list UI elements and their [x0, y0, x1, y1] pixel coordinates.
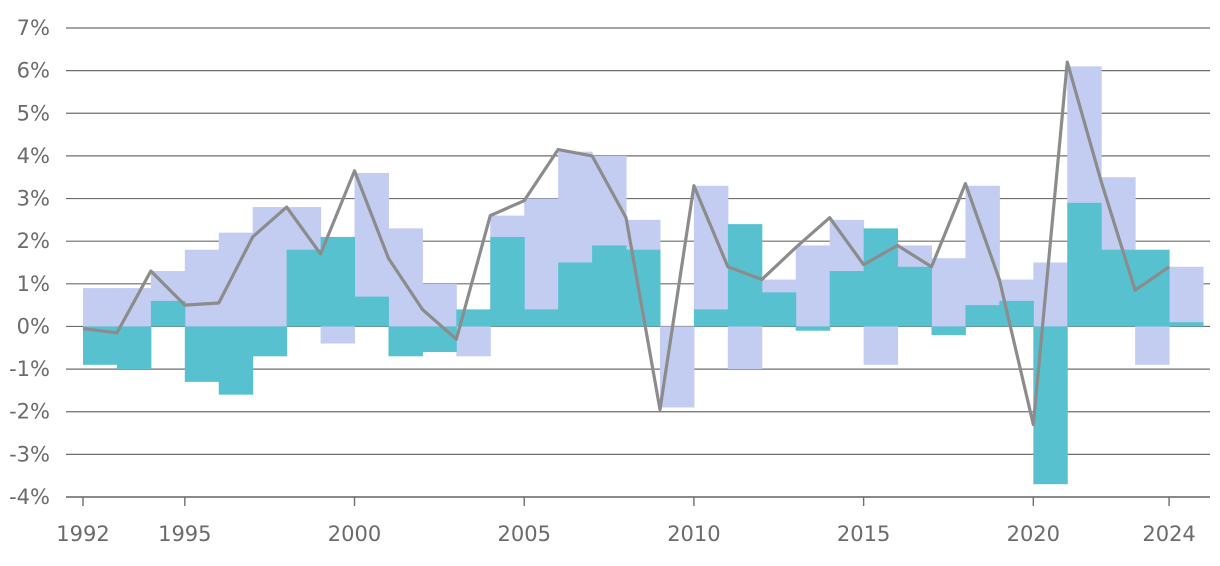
x-tick-label: 2015 [837, 522, 890, 546]
series-b-bar [116, 326, 152, 370]
series-a-bar [727, 326, 763, 370]
y-tick-label: 7% [17, 16, 50, 40]
x-tick-label: 2000 [328, 522, 381, 546]
y-tick-label: 3% [17, 187, 50, 211]
y-tick-label: -3% [9, 442, 50, 466]
series-a-bar [965, 185, 1000, 327]
series-a-bar [320, 326, 356, 344]
series-b-bar [1101, 249, 1136, 327]
series-b-bar [252, 326, 288, 357]
y-axis-labels: -4% -3% -2% -1% 0% 1% 2% 3% 4% 5% 6% 7% [9, 16, 50, 509]
series-a-bar [1033, 262, 1068, 327]
series-b-bar [693, 309, 729, 327]
series-b-bar [1169, 322, 1204, 327]
series-b-bar [184, 326, 220, 382]
series-b-bar [218, 326, 254, 395]
y-tick-label: 1% [17, 272, 50, 296]
series-a-bar [388, 228, 423, 327]
series-b-bar [388, 326, 423, 357]
series-a-bar [931, 258, 966, 327]
y-tick-label: 6% [17, 59, 50, 83]
series-b-bar [490, 236, 525, 327]
x-tick-label: 2020 [1007, 522, 1060, 546]
x-tick-label: 1992 [56, 522, 109, 546]
y-tick-label: -4% [9, 485, 50, 509]
series-b-bar [931, 326, 966, 335]
series-b-bar [795, 326, 831, 331]
series-b-bar [965, 305, 1000, 327]
series-a-bar [83, 288, 118, 327]
x-tick-label: 1995 [158, 522, 211, 546]
series-b-bar [829, 271, 865, 327]
y-tick-label: 2% [17, 229, 50, 253]
series-b-bar [422, 326, 457, 353]
y-tick-label: -2% [9, 400, 50, 424]
y-tick-label: 0% [17, 314, 50, 338]
series-b-bar [1067, 202, 1102, 327]
y-tick-label: 5% [17, 101, 50, 125]
series-a-bar [863, 326, 899, 365]
series-b-bar [354, 296, 389, 327]
series-a-bar [252, 207, 288, 327]
series-b-bar [592, 245, 627, 327]
series-a-bar [184, 249, 220, 327]
x-tick-label: 2024 [1142, 522, 1195, 546]
series-a-bar [1135, 326, 1170, 365]
series-b-bar [150, 300, 186, 327]
series-b-bar [286, 249, 322, 327]
series-a-bar [524, 198, 559, 327]
y-tick-label: 4% [17, 144, 50, 168]
y-tick-label: -1% [9, 357, 50, 381]
series-b-bar [524, 309, 559, 327]
series-a-bar [1169, 266, 1204, 327]
series-a-bar [422, 283, 457, 327]
series-b-bar [761, 292, 797, 327]
series-b-bar [727, 224, 763, 327]
series-a-bar [456, 326, 491, 357]
total-line-layer [82, 60, 1170, 427]
x-tick-label: 2010 [667, 522, 720, 546]
series-b-bar [1033, 326, 1068, 485]
series-b-bars [83, 202, 1204, 485]
series-b-bar [897, 266, 932, 327]
series-b-bar [863, 228, 899, 327]
series-a-bar [795, 245, 831, 327]
series-b-bar [558, 262, 593, 327]
x-tick-label: 2005 [497, 522, 550, 546]
series-b-bar [320, 236, 356, 327]
x-axis: 1992 1995 2000 2005 2010 2015 2020 2024 [56, 496, 1210, 546]
